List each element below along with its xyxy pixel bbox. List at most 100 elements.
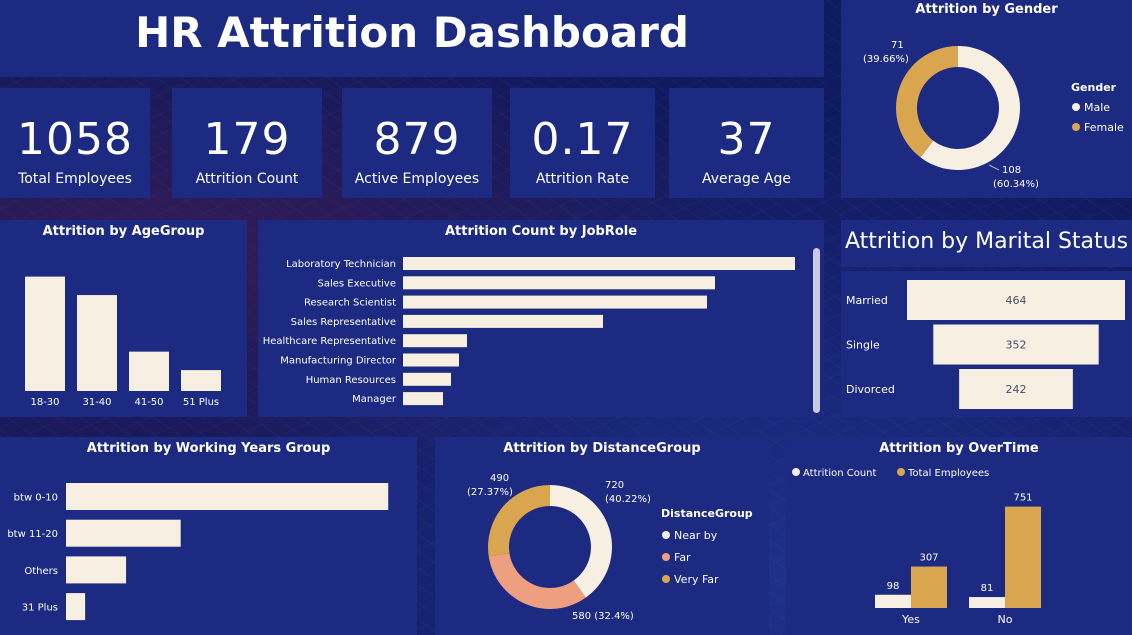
donut-slice-very-far bbox=[488, 485, 550, 557]
bar bbox=[403, 314, 603, 328]
distance-chart-panel[interactable]: Attrition by DistanceGroup 720 (40.22%) 58… bbox=[435, 437, 769, 635]
data-label: 464 bbox=[1006, 294, 1027, 307]
title-panel: HR Attrition Dashboard bbox=[0, 0, 824, 77]
marital-title-panel: Attrition by Marital Status bbox=[841, 220, 1132, 267]
tick-label: Research Scientist bbox=[304, 298, 396, 309]
donut-slice-female bbox=[896, 46, 958, 158]
donut-slice-near-by bbox=[550, 485, 612, 598]
legend-label: Attrition Count bbox=[803, 468, 877, 479]
data-label-pct: (40.22%) bbox=[605, 494, 651, 505]
agegroup-bar-chart[interactable]: 18-30 31-40 41-50 51 Plus bbox=[0, 220, 247, 417]
tick-label: 31-40 bbox=[82, 397, 111, 408]
kpi-label: Attrition Count bbox=[195, 171, 299, 187]
overtime-bar-chart[interactable]: Attrition Count Total Employees 98 307 Yes 81… bbox=[786, 437, 1132, 635]
bar bbox=[181, 370, 221, 391]
data-label: 307 bbox=[919, 553, 938, 564]
bar bbox=[66, 556, 127, 584]
scrollbar[interactable] bbox=[813, 248, 820, 413]
kpi-label: Total Employees bbox=[18, 171, 132, 187]
kpi-card-attrition-rate[interactable]: 0.17 Attrition Rate bbox=[510, 88, 655, 198]
bar bbox=[403, 257, 795, 270]
chart-title: Attrition by Gender bbox=[915, 2, 1058, 17]
category-label: Single bbox=[846, 339, 880, 352]
chart-title: Attrition by OverTime bbox=[879, 441, 1039, 456]
chart-title: Attrition by Marital Status bbox=[844, 229, 1129, 254]
data-label: 352 bbox=[1006, 339, 1027, 352]
overtime-chart-panel[interactable]: Attrition by OverTime Attrition Count Tot… bbox=[786, 437, 1132, 635]
tick-label: 31 Plus bbox=[22, 603, 58, 614]
data-label: 751 bbox=[1013, 493, 1032, 504]
chart-title: Attrition by AgeGroup bbox=[42, 224, 205, 239]
bar bbox=[66, 593, 86, 621]
bar bbox=[25, 276, 65, 391]
legend-label: Near by bbox=[674, 529, 718, 542]
data-label-value: 490 bbox=[490, 473, 509, 484]
legend-title: DistanceGroup bbox=[661, 507, 753, 520]
bar bbox=[77, 295, 117, 391]
leader-line bbox=[988, 164, 1000, 171]
tick-label: Laboratory Technician bbox=[286, 259, 396, 270]
agegroup-chart-panel[interactable]: Attrition by AgeGroup 18-30 31-40 41-50 51 … bbox=[0, 220, 247, 417]
kpi-card-active-employees[interactable]: 879 Active Employees bbox=[342, 88, 492, 198]
tick-label: 41-50 bbox=[134, 397, 163, 408]
legend-marker bbox=[792, 468, 800, 476]
kpi-label: Attrition Rate bbox=[535, 171, 630, 187]
funnel-bar bbox=[933, 324, 1099, 365]
gender-donut-chart[interactable]: 108 (60.34%) 71 (39.66%) Gender Male Female bbox=[841, 0, 1132, 198]
dashboard-title: HR Attrition Dashboard bbox=[135, 8, 689, 57]
bar bbox=[403, 372, 451, 386]
tick-label: Healthcare Representative bbox=[263, 336, 396, 347]
bar bbox=[403, 392, 443, 406]
legend-label: Total Employees bbox=[907, 468, 989, 479]
category-label: Divorced bbox=[846, 383, 895, 396]
data-label-value: 71 bbox=[891, 40, 904, 51]
workingyears-bar-chart[interactable]: btw 0-10 btw 11-20 Others 31 Plus bbox=[0, 437, 417, 635]
kpi-value: 1058 bbox=[17, 114, 133, 165]
data-label-value: 720 bbox=[605, 480, 624, 491]
tick-label: No bbox=[998, 613, 1013, 626]
tick-label: Yes bbox=[901, 613, 920, 626]
legend-title: Gender bbox=[1071, 81, 1117, 94]
bar bbox=[403, 295, 707, 309]
jobrole-bar-chart[interactable]: Laboratory Technician Sales Executive Rese… bbox=[258, 220, 824, 417]
kpi-value: 179 bbox=[203, 114, 291, 165]
kpi-card-attrition-count[interactable]: 179 Attrition Count bbox=[172, 88, 322, 198]
data-label-value: 108 bbox=[1002, 165, 1021, 176]
chart-title: Attrition by Working Years Group bbox=[86, 441, 331, 456]
data-label-pct: (60.34%) bbox=[993, 179, 1039, 190]
bar bbox=[129, 351, 169, 391]
legend-marker bbox=[897, 468, 905, 476]
chart-title: Attrition by DistanceGroup bbox=[503, 441, 701, 456]
bar bbox=[969, 597, 1005, 608]
gender-chart-panel[interactable]: Attrition by Gender 108 (60.34%) 71 (39.66%… bbox=[841, 0, 1132, 198]
legend-marker bbox=[1072, 123, 1080, 131]
data-label: 98 bbox=[887, 581, 900, 592]
bar bbox=[403, 334, 467, 348]
legend-label: Far bbox=[674, 551, 691, 564]
legend-marker bbox=[1072, 103, 1080, 111]
legend-label: Female bbox=[1084, 121, 1124, 134]
funnel-bar bbox=[907, 280, 1125, 320]
tick-label: Manufacturing Director bbox=[280, 356, 397, 367]
bar bbox=[66, 519, 181, 547]
kpi-label: Average Age bbox=[701, 171, 792, 187]
tick-label: Sales Executive bbox=[318, 278, 396, 289]
jobrole-chart-panel[interactable]: Attrition Count by JobRole Laboratory Te… bbox=[258, 220, 824, 417]
kpi-card-average-age[interactable]: 37 Average Age bbox=[669, 88, 824, 198]
kpi-card-total-employees[interactable]: 1058 Total Employees bbox=[0, 88, 150, 198]
bar bbox=[1005, 506, 1041, 608]
legend-marker bbox=[662, 531, 670, 539]
kpi-value: 0.17 bbox=[531, 114, 634, 165]
bar bbox=[403, 353, 459, 367]
kpi-value: 879 bbox=[373, 114, 461, 165]
data-label: 242 bbox=[1006, 383, 1027, 396]
bar bbox=[66, 483, 389, 510]
marital-chart-panel[interactable]: 464 Married 352 Single 242 Divorced bbox=[841, 271, 1132, 417]
distance-donut-chart[interactable]: 720 (40.22%) 580 (32.4%) 490 (27.37%) Distanc… bbox=[435, 437, 769, 635]
tick-label: Others bbox=[24, 566, 58, 577]
tick-label: btw 11-20 bbox=[7, 529, 58, 540]
data-label: 580 (32.4%) bbox=[572, 611, 634, 622]
workingyears-chart-panel[interactable]: Attrition by Working Years Group btw 0-1… bbox=[0, 437, 417, 635]
marital-funnel-chart[interactable]: 464 Married 352 Single 242 Divorced bbox=[841, 271, 1132, 417]
data-label-pct: (39.66%) bbox=[863, 54, 909, 65]
